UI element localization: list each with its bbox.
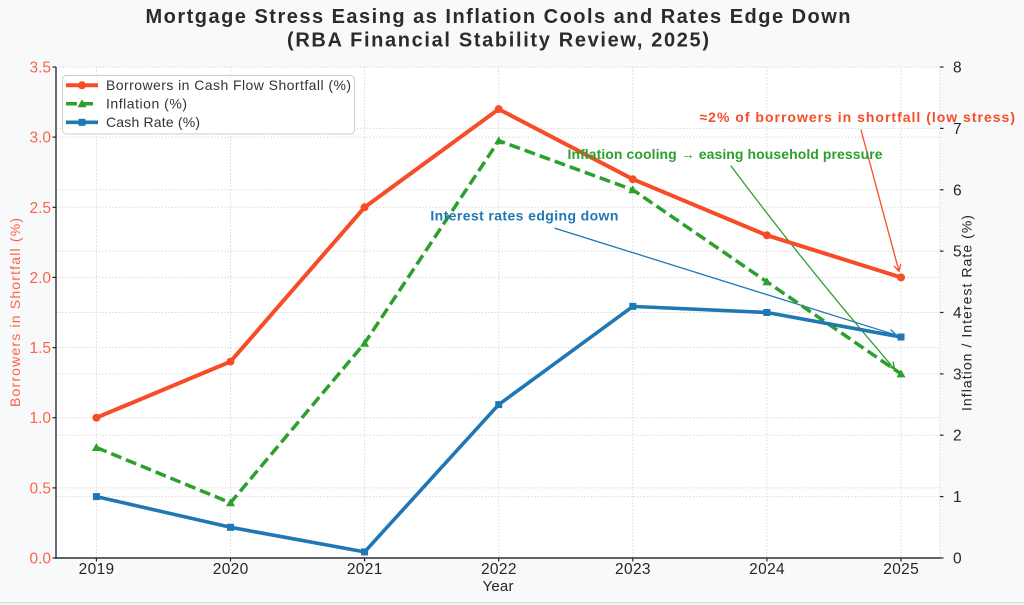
svg-text:3: 3 [953,366,962,383]
svg-text:≈2% of borrowers in shortfall: ≈2% of borrowers in shortfall (low stres… [700,109,1016,125]
svg-text:8: 8 [953,60,962,77]
svg-text:2025: 2025 [883,561,919,578]
svg-text:Year: Year [483,578,514,595]
svg-text:0.0: 0.0 [30,551,52,568]
svg-text:4: 4 [953,305,962,322]
svg-text:2020: 2020 [213,561,249,578]
svg-text:Borrowers in Cash Flow Shortfa: Borrowers in Cash Flow Shortfall (%) [106,77,351,93]
svg-text:Mortgage Stress Easing as Infl: Mortgage Stress Easing as Inflation Cool… [146,6,851,28]
svg-text:5: 5 [953,244,962,261]
svg-text:2022: 2022 [481,561,517,578]
svg-text:Inflation (%): Inflation (%) [106,95,187,111]
svg-text:2021: 2021 [347,561,383,578]
svg-text:0.5: 0.5 [30,480,52,497]
svg-text:(RBA Financial Stability Revie: (RBA Financial Stability Review, 2025) [287,30,709,52]
svg-text:1.0: 1.0 [30,410,52,427]
svg-text:Cash Rate (%): Cash Rate (%) [106,114,200,130]
svg-text:1: 1 [953,489,962,506]
svg-text:6: 6 [953,182,962,199]
svg-text:3.5: 3.5 [30,60,52,77]
svg-text:7: 7 [953,121,962,138]
svg-text:2.0: 2.0 [30,270,52,287]
svg-text:Inflation / Interest Rate (%): Inflation / Interest Rate (%) [959,215,975,411]
svg-text:2019: 2019 [79,561,115,578]
svg-text:2.5: 2.5 [30,200,52,217]
svg-text:Interest rates edging down: Interest rates edging down [430,207,618,223]
svg-text:3.0: 3.0 [30,130,52,147]
svg-text:1.5: 1.5 [30,340,52,357]
svg-text:2: 2 [953,428,962,445]
svg-text:Inflation cooling → easing hou: Inflation cooling → easing household pre… [568,146,883,162]
svg-text:2024: 2024 [749,561,785,578]
svg-text:2023: 2023 [615,561,651,578]
svg-text:0: 0 [953,551,962,568]
svg-text:Borrowers in Shortfall (%): Borrowers in Shortfall (%) [7,218,23,407]
